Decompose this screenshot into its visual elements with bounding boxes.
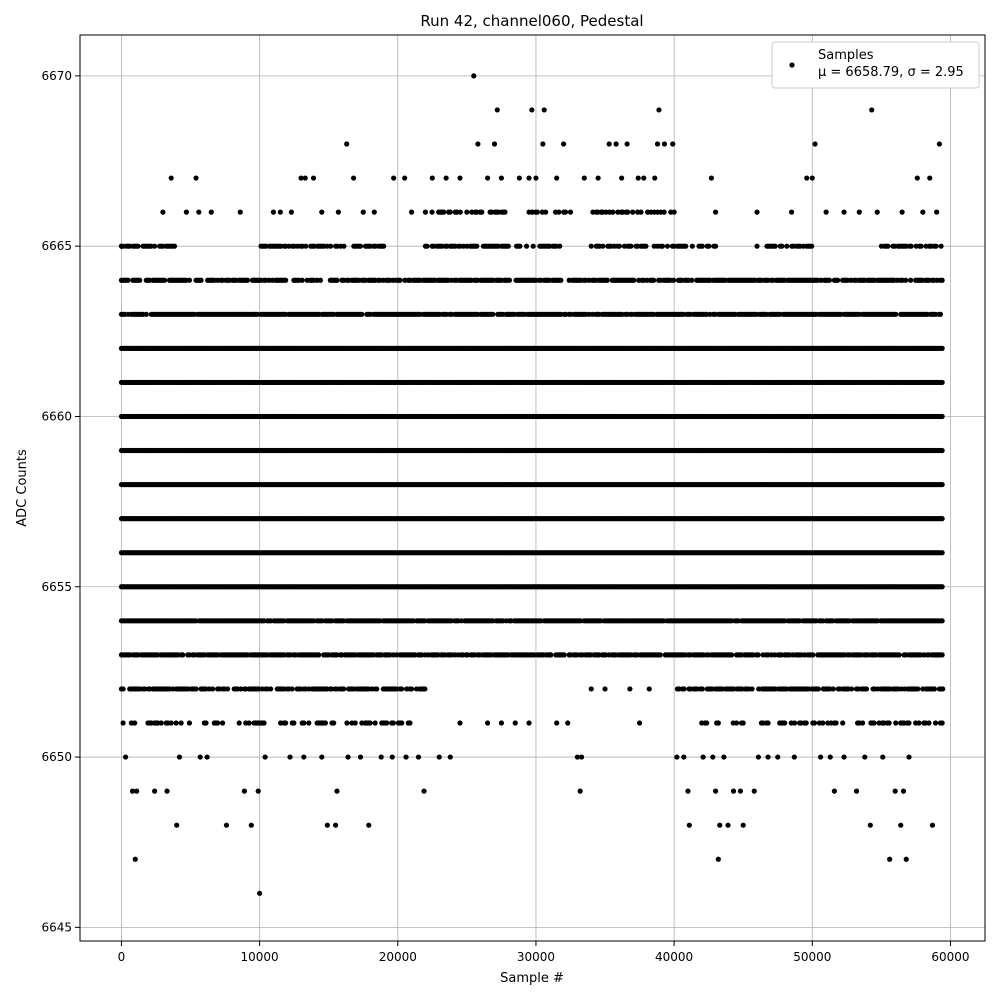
data-point: [754, 243, 760, 249]
data-point: [616, 243, 623, 249]
data-point: [908, 243, 914, 249]
data-point: [939, 516, 945, 522]
data-point: [809, 243, 815, 249]
data-point: [651, 277, 657, 283]
data-point: [397, 277, 403, 283]
data-point: [341, 243, 347, 249]
data-point: [523, 243, 530, 249]
data-point: [689, 243, 695, 249]
data-point: [474, 243, 480, 249]
data-point: [689, 277, 695, 283]
data-point: [490, 311, 496, 317]
data-point: [835, 277, 841, 283]
data-point: [137, 277, 143, 283]
data-point: [359, 311, 365, 317]
data-point: [328, 243, 334, 249]
data-point: [506, 277, 513, 283]
data-point: [604, 277, 610, 283]
data-point: [381, 243, 387, 249]
data-point: [557, 243, 563, 249]
data-point: [198, 277, 204, 283]
data-point: [908, 277, 914, 283]
data-point: [161, 277, 168, 283]
data-point: [505, 243, 511, 249]
chart-title: Run 42, channel060, Pedestal: [420, 12, 643, 30]
data-point: [244, 277, 251, 283]
data-point: [712, 243, 719, 249]
data-point: [939, 413, 945, 420]
data-point: [299, 277, 305, 283]
data-point: [939, 481, 945, 488]
data-point: [938, 243, 944, 249]
data-point: [706, 243, 712, 249]
data-point: [643, 243, 649, 249]
data-point: [772, 243, 778, 249]
data-point: [628, 243, 634, 249]
data-point: [937, 311, 944, 317]
data-point: [357, 243, 364, 249]
data-point: [125, 277, 131, 283]
data-point: [588, 243, 594, 249]
data-point: [530, 243, 536, 249]
data-point: [918, 243, 924, 249]
data-point: [939, 379, 945, 386]
data-point: [933, 243, 939, 249]
data-point: [135, 243, 141, 249]
data-points: [118, 73, 946, 896]
data-point: [334, 277, 340, 283]
data-point: [282, 277, 289, 283]
data-point: [939, 447, 945, 454]
data-point: [826, 277, 833, 283]
data-point: [683, 243, 689, 249]
data-point: [903, 277, 909, 283]
data-point: [600, 243, 606, 249]
data-point: [186, 277, 193, 283]
data-point: [659, 243, 666, 249]
data-point: [517, 243, 523, 249]
data-point: [885, 243, 891, 249]
data-point: [784, 243, 790, 249]
data-point: [939, 277, 945, 283]
grid: [80, 35, 985, 941]
data-point: [143, 311, 149, 317]
data-point: [171, 243, 178, 249]
data-point: [939, 345, 945, 351]
data-point: [558, 277, 564, 283]
data-point: [893, 311, 899, 317]
data-point: [699, 243, 705, 249]
data-point: [317, 277, 324, 283]
data-point: [424, 243, 430, 249]
data-point: [152, 243, 158, 249]
data-point: [631, 277, 637, 283]
data-point: [303, 243, 309, 249]
data-point: [939, 550, 945, 556]
data-point: [670, 277, 677, 283]
data-point: [664, 243, 671, 249]
data-point: [779, 243, 785, 249]
